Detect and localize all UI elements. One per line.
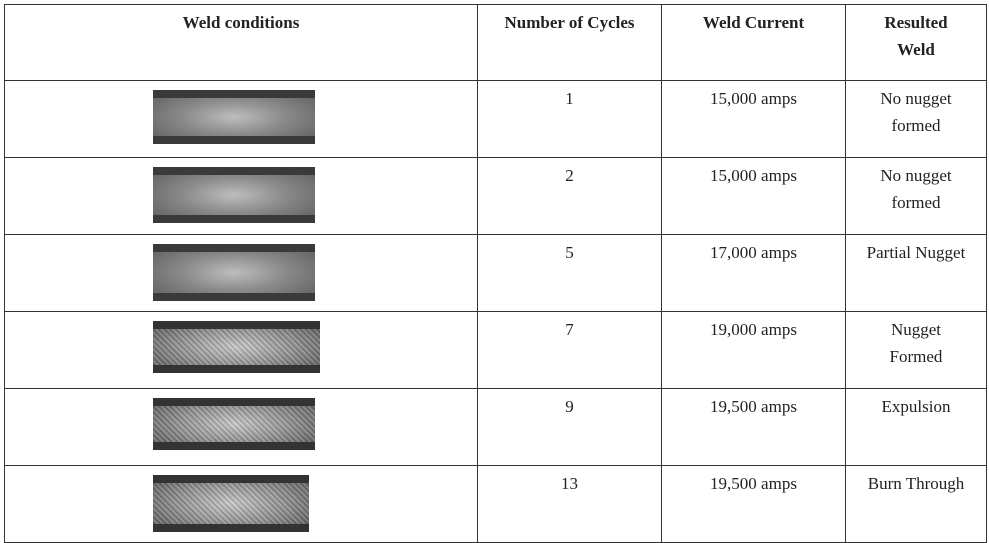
weld-image-cell — [4, 311, 478, 389]
header-row: Weld conditions Number of Cycles Weld Cu… — [4, 4, 987, 81]
result-cell: No nugget formed — [845, 80, 987, 158]
table-row: 5 17,000 amps Partial Nugget — [4, 234, 987, 312]
result-cell: No nugget formed — [845, 157, 987, 235]
result-cell: Nugget Formed — [845, 311, 987, 389]
weld-image — [153, 398, 315, 450]
weld-table: Weld conditions Number of Cycles Weld Cu… — [4, 4, 987, 543]
current-cell: 19,500 amps — [661, 465, 846, 543]
header-cell: Weld Current — [661, 4, 846, 81]
table-row: 7 19,000 amps Nugget Formed — [4, 311, 987, 389]
result-cell: Partial Nugget — [845, 234, 987, 312]
table-row: 13 19,500 amps Burn Through — [4, 465, 987, 543]
current-cell: 19,500 amps — [661, 388, 846, 466]
cycles-cell: 13 — [477, 465, 662, 543]
cycles-cell: 9 — [477, 388, 662, 466]
header-cell: Resulted Weld — [845, 4, 987, 81]
current-cell: 17,000 amps — [661, 234, 846, 312]
table-row: 9 19,500 amps Expulsion — [4, 388, 987, 466]
current-cell: 19,000 amps — [661, 311, 846, 389]
weld-image — [153, 321, 320, 373]
cycles-cell: 5 — [477, 234, 662, 312]
header-cell: Weld conditions — [4, 4, 478, 81]
weld-image — [153, 167, 315, 223]
weld-image-cell — [4, 80, 478, 158]
current-cell: 15,000 amps — [661, 80, 846, 158]
cycles-cell: 2 — [477, 157, 662, 235]
weld-image — [153, 244, 315, 301]
current-cell: 15,000 amps — [661, 157, 846, 235]
weld-image-cell — [4, 157, 478, 235]
weld-image-cell — [4, 388, 478, 466]
cycles-cell: 1 — [477, 80, 662, 158]
header-cell: Number of Cycles — [477, 4, 662, 81]
table-row: 1 15,000 amps No nugget formed — [4, 80, 987, 158]
result-cell: Expulsion — [845, 388, 987, 466]
weld-image — [153, 475, 309, 532]
cycles-cell: 7 — [477, 311, 662, 389]
weld-image-cell — [4, 465, 478, 543]
table-row: 2 15,000 amps No nugget formed — [4, 157, 987, 235]
weld-image-cell — [4, 234, 478, 312]
result-cell: Burn Through — [845, 465, 987, 543]
weld-image — [153, 90, 315, 144]
